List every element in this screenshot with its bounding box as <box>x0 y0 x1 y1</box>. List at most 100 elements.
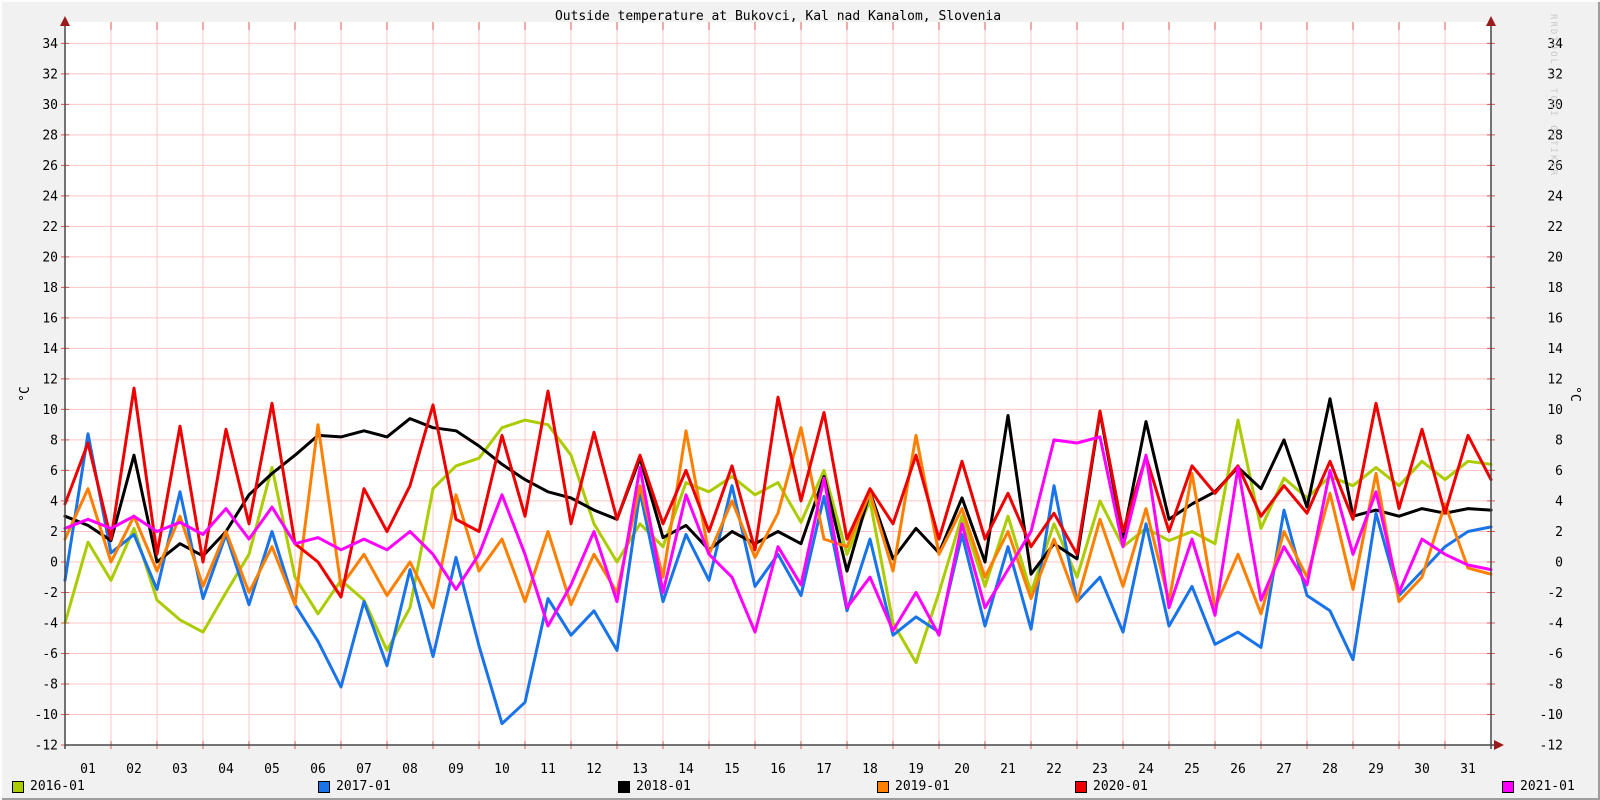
grid <box>65 22 1491 745</box>
svg-text:-12: -12 <box>35 739 58 754</box>
svg-text:34: 34 <box>42 37 58 52</box>
svg-text:04: 04 <box>218 762 234 777</box>
series-2019-01 <box>63 423 1493 616</box>
svg-text:4: 4 <box>1555 494 1563 509</box>
legend-swatch-2021-01 <box>1502 780 1514 793</box>
svg-text:-12: -12 <box>1540 739 1563 754</box>
legend-label-2020-01: 2020-01 <box>1093 779 1148 794</box>
legend-item-2019-01: 2019-01 <box>877 779 950 794</box>
svg-text:26: 26 <box>1230 762 1246 777</box>
legend-item-2017-01: 2017-01 <box>318 779 391 794</box>
svg-text:2: 2 <box>1555 525 1563 540</box>
svg-text:30: 30 <box>1414 762 1430 777</box>
svg-text:-8: -8 <box>1547 678 1563 693</box>
svg-text:24: 24 <box>42 189 58 204</box>
svg-text:2: 2 <box>50 525 58 540</box>
svg-text:22: 22 <box>1547 220 1563 235</box>
legend-label-2021-01: 2021-01 <box>1520 779 1575 794</box>
svg-text:16: 16 <box>770 762 786 777</box>
svg-text:-10: -10 <box>1540 708 1563 723</box>
series-2016-01 <box>63 418 1493 665</box>
plot-background <box>65 22 1491 745</box>
svg-text:-2: -2 <box>1547 586 1563 601</box>
svg-text:30: 30 <box>1547 98 1563 113</box>
svg-text:13: 13 <box>632 762 648 777</box>
legend-swatch-2018-01 <box>618 780 630 793</box>
svg-text:0: 0 <box>1555 556 1563 571</box>
legend-item-2016-01: 2016-01 <box>12 779 85 794</box>
svg-text:29: 29 <box>1368 762 1384 777</box>
series-2017-01 <box>63 432 1493 726</box>
x-tick-labels: 01 02 03 04 05 06 07 08 09 10 11 12 13 14 15 16 17 18 19 20… <box>80 762 1476 777</box>
svg-text:28: 28 <box>42 128 58 143</box>
legend-label-2017-01: 2017-01 <box>336 779 391 794</box>
svg-text:6: 6 <box>50 464 58 479</box>
svg-text:-2: -2 <box>42 586 58 601</box>
svg-text:23: 23 <box>1092 762 1108 777</box>
svg-text:09: 09 <box>448 762 464 777</box>
svg-text:24: 24 <box>1547 189 1563 204</box>
svg-text:19: 19 <box>908 762 924 777</box>
axis-arrows <box>60 16 1504 750</box>
chart-title: Outside temperature at Bukovci, Kal nad … <box>554 9 1002 24</box>
svg-text:08: 08 <box>402 762 418 777</box>
svg-text:10: 10 <box>494 762 510 777</box>
svg-text:15: 15 <box>724 762 740 777</box>
svg-text:32: 32 <box>1547 67 1563 82</box>
legend-label-2018-01: 2018-01 <box>636 779 691 794</box>
svg-text:34: 34 <box>1547 37 1563 52</box>
svg-text:03: 03 <box>172 762 188 777</box>
svg-text:32: 32 <box>42 67 58 82</box>
svg-text:21: 21 <box>1000 762 1016 777</box>
svg-text:20: 20 <box>42 250 58 265</box>
svg-text:12: 12 <box>586 762 602 777</box>
svg-text:-8: -8 <box>42 678 58 693</box>
legend-label-2016-01: 2016-01 <box>30 779 85 794</box>
svg-text:-4: -4 <box>1547 617 1563 632</box>
y-axis-unit-left: °C <box>18 386 33 402</box>
svg-text:26: 26 <box>42 159 58 174</box>
legend-item-2021-01: 2021-01 <box>1502 779 1575 794</box>
svg-text:-6: -6 <box>42 647 58 662</box>
rrdtool-watermark: RRDTOOL / TOBI OETIKER <box>1548 14 1558 178</box>
series-2020-01 <box>63 386 1493 599</box>
legend: 2016-01 2017-01 2018-01 2019-01 2020-01 … <box>0 779 1600 795</box>
svg-text:24: 24 <box>1138 762 1154 777</box>
svg-text:01: 01 <box>80 762 96 777</box>
svg-text:8: 8 <box>1555 433 1563 448</box>
svg-text:12: 12 <box>1547 372 1563 387</box>
svg-text:28: 28 <box>1322 762 1338 777</box>
svg-text:06: 06 <box>310 762 326 777</box>
svg-text:14: 14 <box>678 762 694 777</box>
legend-label-2019-01: 2019-01 <box>895 779 950 794</box>
series-2018-01 <box>63 397 1493 576</box>
legend-swatch-2019-01 <box>877 780 889 793</box>
svg-text:14: 14 <box>42 342 58 357</box>
svg-text:07: 07 <box>356 762 372 777</box>
svg-text:27: 27 <box>1276 762 1292 777</box>
svg-text:05: 05 <box>264 762 280 777</box>
svg-text:17: 17 <box>816 762 832 777</box>
svg-text:-6: -6 <box>1547 647 1563 662</box>
svg-text:26: 26 <box>1547 159 1563 174</box>
svg-text:0: 0 <box>50 556 58 571</box>
legend-swatch-2020-01 <box>1075 780 1087 793</box>
svg-text:8: 8 <box>50 433 58 448</box>
svg-text:22: 22 <box>42 220 58 235</box>
svg-text:16: 16 <box>42 311 58 326</box>
svg-text:18: 18 <box>42 281 58 296</box>
series-2021-01 <box>63 435 1493 637</box>
svg-text:18: 18 <box>862 762 878 777</box>
svg-text:11: 11 <box>540 762 556 777</box>
svg-text:20: 20 <box>1547 250 1563 265</box>
axes <box>64 22 1497 749</box>
svg-text:6: 6 <box>1555 464 1563 479</box>
svg-text:31: 31 <box>1460 762 1476 777</box>
svg-text:12: 12 <box>42 372 58 387</box>
svg-text:-10: -10 <box>35 708 58 723</box>
legend-item-2018-01: 2018-01 <box>618 779 691 794</box>
svg-text:10: 10 <box>1547 403 1563 418</box>
svg-text:10: 10 <box>42 403 58 418</box>
